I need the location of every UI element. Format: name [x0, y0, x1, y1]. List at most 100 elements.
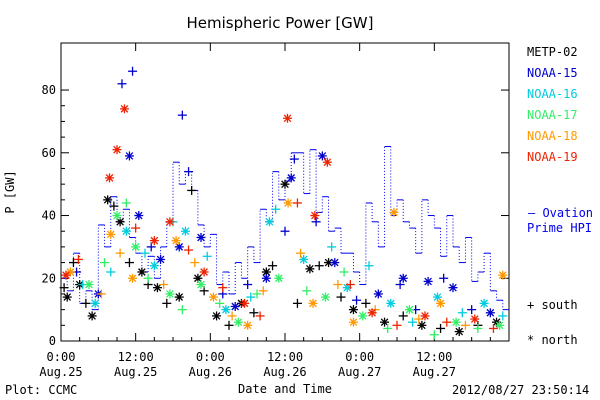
marker-stroke [88, 312, 96, 320]
marker-stroke [262, 274, 271, 283]
south-marker-noaa-18 [258, 286, 268, 296]
south-marker-noaa-19 [184, 245, 194, 255]
north-marker-metp-02 [152, 283, 162, 293]
y-tick-label: 80 [42, 83, 56, 97]
marker-stroke [240, 299, 249, 308]
south-marker-noaa-17 [429, 330, 439, 340]
plot-credit: Plot: CCMC [5, 383, 77, 397]
south-marker-noaa-17 [473, 323, 483, 333]
marker-stroke [243, 321, 252, 330]
marker-stroke [306, 265, 314, 273]
marker-stroke [281, 180, 289, 188]
south-marker-metp-02 [314, 261, 324, 271]
y-tick-label: 20 [42, 271, 56, 285]
south-marker-metp-02 [109, 201, 119, 211]
north-marker-noaa-19 [367, 308, 377, 318]
marker-stroke [470, 315, 479, 323]
south-marker-noaa-19 [292, 198, 302, 208]
south-marker-metp-02 [124, 258, 134, 268]
north-marker-metp-02 [417, 320, 427, 330]
x-tick-label-time: 0:00 [196, 350, 225, 364]
marker-legend-south: + south [527, 298, 578, 312]
marker-stroke [131, 243, 140, 251]
north-marker-noaa-17 [165, 289, 175, 299]
marker-stroke [498, 271, 507, 279]
north-marker-noaa-19 [199, 267, 209, 277]
x-tick-label-date: Aug.26 [263, 365, 306, 379]
north-marker-noaa-17 [233, 317, 243, 327]
y-tick-label: 60 [42, 146, 56, 160]
north-marker-noaa-15 [286, 173, 296, 183]
south-marker-metp-02 [361, 298, 371, 308]
south-marker-noaa-17 [100, 258, 110, 268]
north-marker-noaa-15 [373, 289, 383, 299]
north-marker-metp-02 [174, 292, 184, 302]
legend-noaa-15: NOAA-15 [527, 66, 578, 80]
marker-stroke [421, 312, 429, 320]
north-marker-noaa-18 [106, 229, 116, 239]
north-marker-noaa-17 [112, 211, 122, 221]
y-axis: 0 20 40 60 80 [42, 83, 509, 348]
north-marker-noaa-19 [149, 236, 159, 246]
south-marker-noaa-19 [442, 317, 452, 327]
marker-stroke [274, 274, 283, 283]
south-marker-metp-02 [249, 308, 259, 318]
ovation-legend-line1: — Ovation [528, 206, 593, 220]
south-marker-noaa-18 [296, 248, 306, 258]
legend-noaa-17: NOAA-17 [527, 108, 578, 122]
north-marker-noaa-16 [299, 254, 309, 264]
south-marker-noaa-15 [439, 273, 449, 283]
marker-stroke [452, 318, 460, 327]
south-marker-metp-02 [162, 298, 172, 308]
north-marker-noaa-16 [432, 292, 442, 302]
y-tick-label: 40 [42, 209, 56, 223]
marker-stroke [265, 217, 274, 226]
north-marker-noaa-19 [119, 104, 129, 114]
x-axis-label: Date and Time [238, 382, 332, 396]
south-marker-noaa-18 [190, 258, 200, 268]
south-marker-noaa-15 [467, 305, 477, 315]
south-marker-noaa-19 [392, 320, 402, 330]
north-marker-noaa-16 [479, 298, 489, 308]
marker-stroke [380, 318, 389, 327]
south-marker-noaa-18 [159, 280, 169, 290]
marker-legend-north: * north [527, 333, 578, 347]
marker-stroke [103, 196, 112, 204]
south-marker-noaa-19 [345, 280, 355, 290]
marker-stroke [128, 274, 137, 283]
marker-stroke [194, 274, 202, 283]
marker-stroke [433, 293, 442, 301]
north-marker-metp-02 [280, 179, 290, 189]
marker-stroke [358, 312, 367, 320]
north-marker-noaa-17 [404, 305, 414, 315]
marker-stroke [495, 321, 504, 330]
south-marker-noaa-16 [202, 251, 212, 261]
north-marker-noaa-17 [495, 320, 505, 330]
south-marker-noaa-17 [215, 298, 225, 308]
marker-stroke [156, 255, 165, 264]
marker-stroke [436, 299, 445, 308]
north-marker-noaa-18 [65, 267, 75, 277]
marker-stroke [368, 308, 376, 317]
south-marker-metp-02 [59, 283, 69, 293]
south-marker-noaa-16 [106, 267, 116, 277]
marker-stroke [486, 308, 495, 317]
marker-stroke [399, 274, 408, 283]
south-marker-noaa-18 [96, 289, 106, 299]
north-marker-noaa-15 [330, 258, 340, 268]
south-marker-noaa-19 [131, 223, 141, 233]
marker-stroke [63, 293, 72, 301]
south-marker-noaa-17 [143, 273, 153, 283]
marker-stroke [138, 268, 146, 276]
south-marker-noaa-16 [457, 308, 467, 318]
marker-stroke [175, 293, 184, 301]
north-marker-noaa-15 [398, 273, 408, 283]
north-marker-noaa-15 [124, 151, 134, 161]
chart-title: Hemispheric Power [GW] [187, 14, 374, 32]
south-marker-noaa-15 [280, 226, 290, 236]
south-marker-metp-02 [68, 258, 78, 268]
south-marker-metp-02 [292, 298, 302, 308]
south-marker-noaa-16 [364, 261, 374, 271]
marker-stroke [197, 280, 205, 289]
